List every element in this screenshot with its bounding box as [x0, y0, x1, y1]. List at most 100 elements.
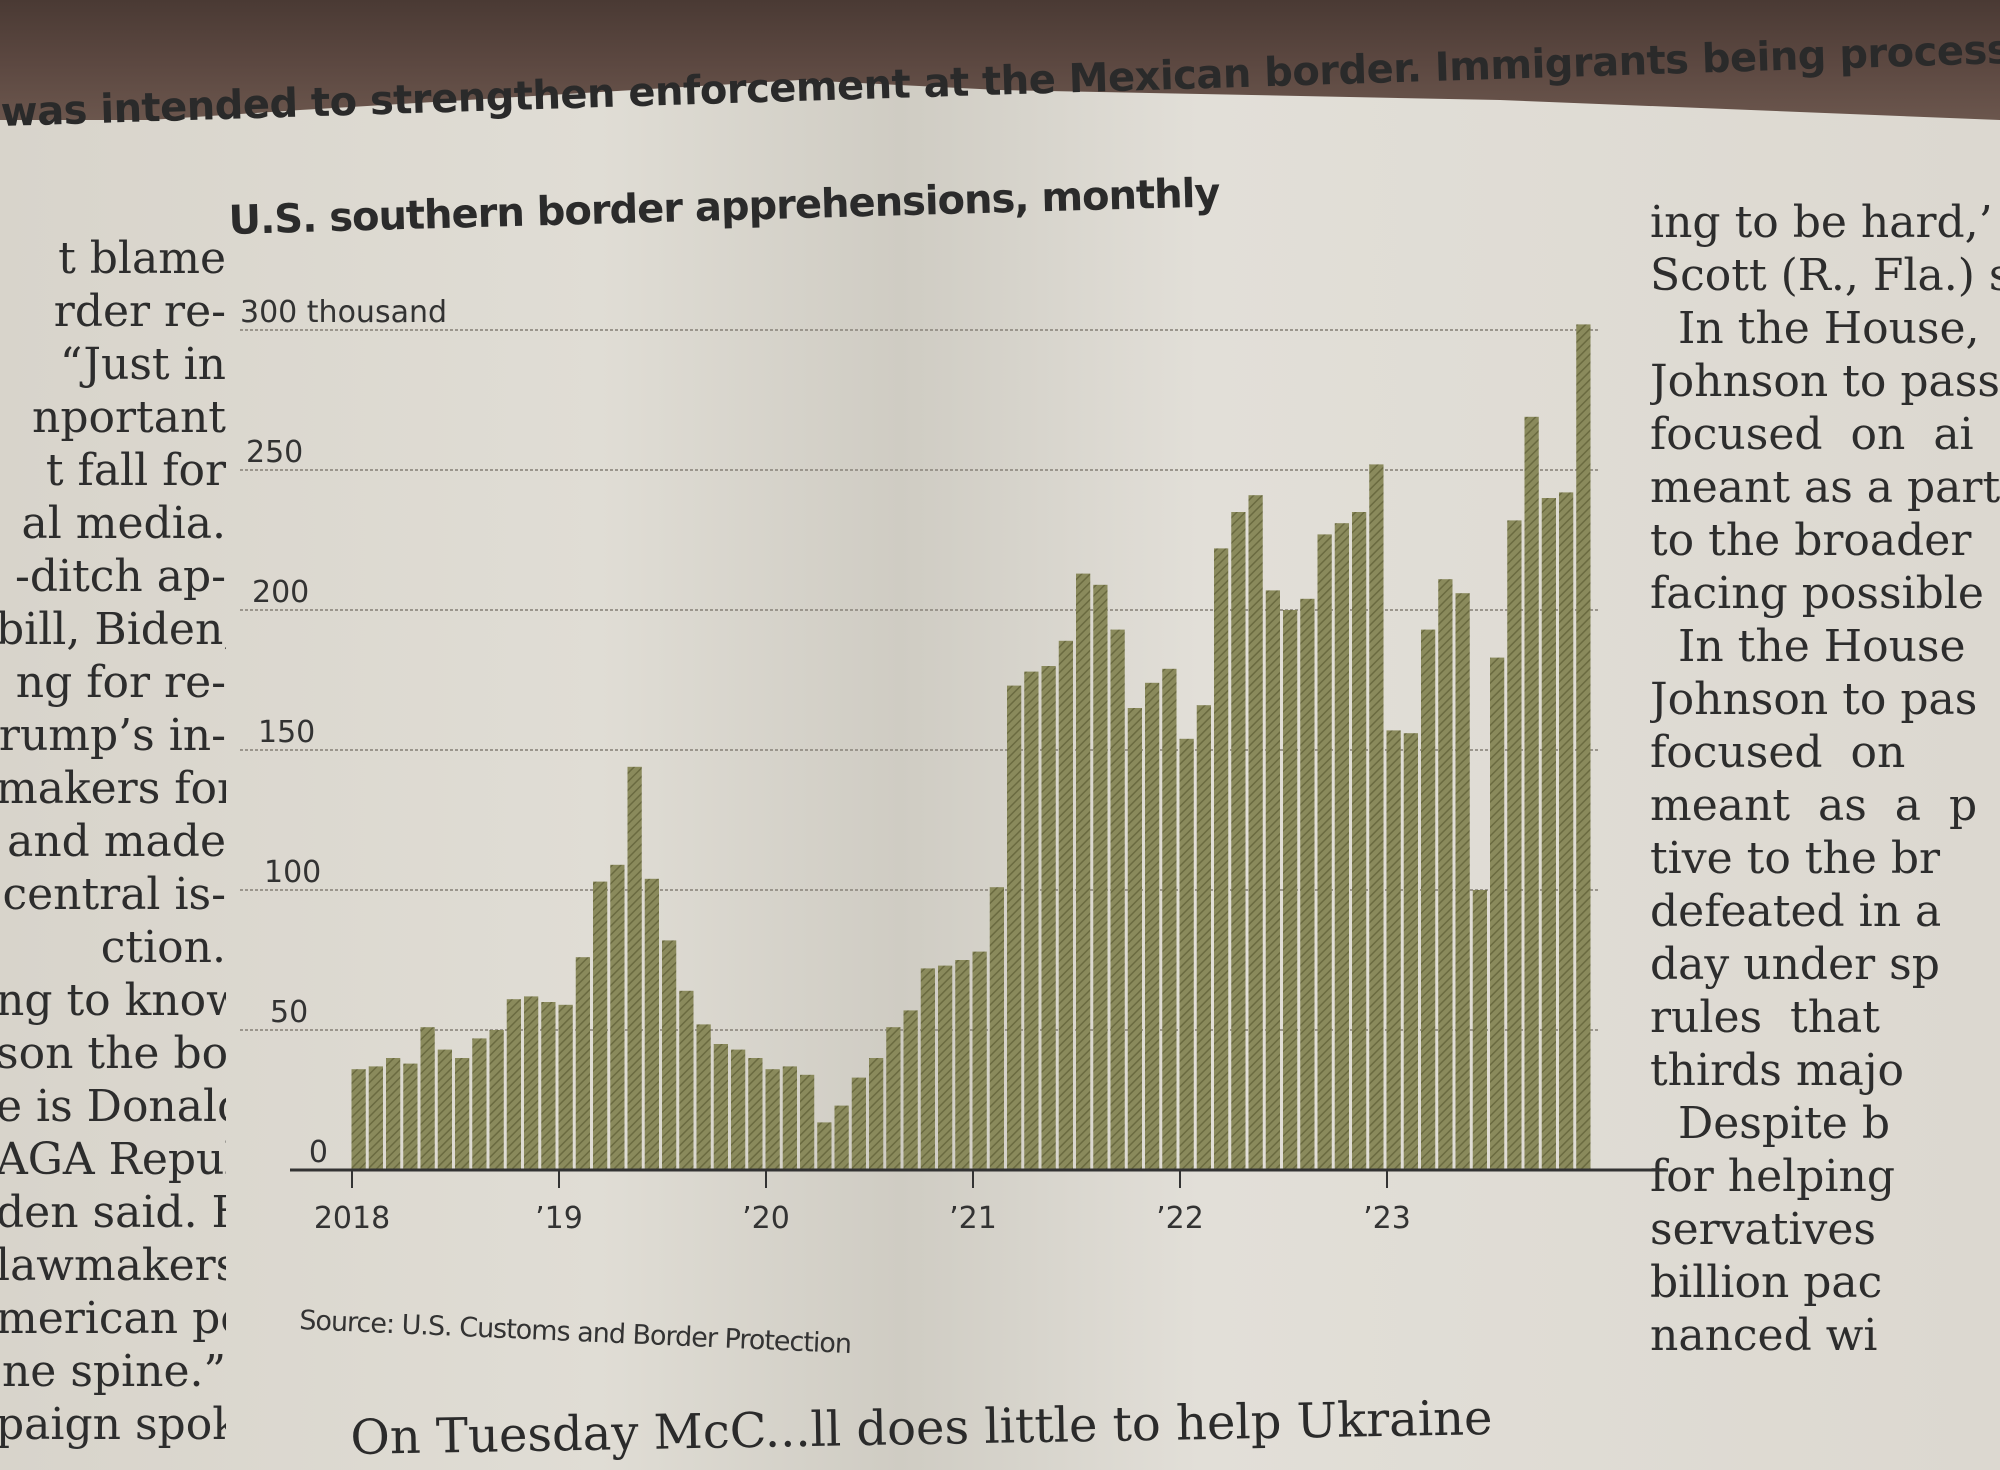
article-line: e is Donald [0, 1081, 226, 1132]
bar-2018-03 [386, 1058, 401, 1170]
bar-2022-03 [1214, 548, 1229, 1170]
bar-2019-10 [713, 1044, 728, 1170]
article-line: makers for [0, 763, 226, 814]
newspaper-page [0, 80, 2000, 1470]
article-line: defeated in a [1650, 886, 1942, 937]
article-line: focused on [1650, 727, 1906, 778]
article-line: servatives [1650, 1204, 1876, 1255]
x-tick-label: 2018 [314, 1201, 390, 1236]
article-line: nportant [32, 392, 226, 443]
bar-2018-05 [420, 1027, 435, 1170]
bar-2020-09 [903, 1010, 918, 1170]
bar-2022-10 [1334, 523, 1349, 1170]
bar-2021-09 [1110, 629, 1125, 1170]
article-line: Scott (R., Fla.) sa [1650, 250, 2000, 301]
bar-2021-02 [989, 887, 1004, 1170]
y-tick-label: 250 [246, 435, 303, 470]
bar-2021-01 [972, 951, 987, 1170]
article-line: son the bor- [0, 1028, 226, 1079]
article-line: to the broader [1650, 515, 1972, 566]
article-line: ne spine.” [1, 1346, 226, 1397]
bar-2018-04 [403, 1063, 418, 1170]
article-left-column: t blame rder re- “Just in nportant t fall fo… [0, 232, 226, 1451]
article-line: tive to the br [1650, 833, 1941, 884]
bar-2022-06 [1265, 590, 1280, 1170]
bar-2021-10 [1127, 708, 1142, 1170]
bar-2023-03 [1421, 629, 1436, 1170]
y-tick-label: 0 [309, 1135, 328, 1170]
bar-2018-09 [489, 1030, 504, 1170]
bar-2020-08 [886, 1027, 901, 1170]
article-line: meant as a p [1650, 780, 1978, 831]
article-line: den said. He [0, 1187, 226, 1238]
bar-2023-04 [1438, 579, 1453, 1170]
bar-2020-01 [765, 1069, 780, 1170]
article-line: for helping [1650, 1151, 1895, 1202]
article-line: Johnson to pas [1650, 674, 1978, 725]
article-line: paign spokes- [0, 1399, 226, 1450]
article-line: Despite b [1650, 1098, 1890, 1149]
bar-2022-01 [1179, 738, 1194, 1170]
bar-2018-08 [472, 1038, 487, 1170]
article-line: rump’s in- [0, 710, 226, 761]
bar-2023-08 [1507, 520, 1522, 1170]
bar-2021-08 [1093, 584, 1108, 1170]
article-line: and made [7, 816, 226, 867]
bar-2020-07 [869, 1058, 884, 1170]
article-line: merican peo- [0, 1293, 226, 1344]
bar-2023-01 [1386, 730, 1401, 1170]
bar-2021-04 [1024, 671, 1039, 1170]
bar-2023-02 [1403, 733, 1418, 1170]
article-right-column: ing to be hard,’ Scott (R., Fla.) sa In t… [1650, 196, 2000, 1362]
article-line: meant as a part [1650, 462, 2000, 513]
bar-2019-04 [610, 864, 625, 1170]
bar-2023-05 [1455, 593, 1470, 1170]
article-line: facing possible [1650, 568, 1984, 619]
bar-2020-12 [955, 960, 970, 1170]
bar-2020-02 [782, 1066, 797, 1170]
article-line: bill, Biden, [0, 604, 226, 655]
bar-2023-09 [1524, 416, 1539, 1170]
x-tick-label: ’21 [949, 1201, 997, 1236]
article-line: In the House, [1650, 303, 1980, 354]
article-line: central is- [2, 869, 226, 920]
bar-2019-11 [731, 1049, 746, 1170]
article-line: al media. [21, 498, 226, 549]
bar-2020-10 [920, 968, 935, 1170]
bar-2018-10 [506, 999, 521, 1170]
article-line: focused on ai [1650, 409, 1974, 460]
y-tick-label: 300 thousand [240, 295, 447, 330]
bar-2022-11 [1352, 512, 1367, 1170]
article-line: thirds majo [1650, 1045, 1904, 1096]
bar-2020-03 [800, 1074, 815, 1170]
article-line: day under sp [1650, 939, 1940, 990]
y-tick-label: 150 [258, 715, 315, 750]
article-line: billion pac [1650, 1257, 1883, 1308]
bar-2019-02 [575, 957, 590, 1170]
bar-2018-06 [437, 1049, 452, 1170]
y-tick-label: 200 [252, 575, 309, 610]
article-line: ng for re- [15, 657, 226, 708]
bar-2023-06 [1472, 890, 1487, 1170]
bar-2019-08 [679, 990, 694, 1170]
bar-2022-09 [1317, 534, 1332, 1170]
bar-2020-05 [834, 1105, 849, 1170]
article-line: nanced wi [1650, 1310, 1878, 1361]
bar-2021-03 [1007, 685, 1022, 1170]
bar-2021-07 [1076, 573, 1091, 1170]
y-tick-label: 100 [264, 855, 321, 890]
bar-2018-07 [455, 1058, 470, 1170]
bar-2023-12 [1576, 324, 1591, 1170]
x-tick-label: ’22 [1156, 1201, 1204, 1236]
y-tick-label: 50 [270, 995, 308, 1030]
bar-2022-02 [1196, 705, 1211, 1170]
bar-2019-06 [644, 878, 659, 1170]
bar-2020-11 [938, 965, 953, 1170]
bar-2019-12 [748, 1058, 763, 1170]
bar-2019-05 [627, 766, 642, 1170]
article-line: In the House [1650, 621, 1966, 672]
article-line: ing to be hard,’ [1650, 197, 1993, 248]
bar-2022-05 [1248, 495, 1263, 1170]
article-line: “Just in [59, 339, 226, 390]
bar-2018-01 [351, 1069, 366, 1170]
